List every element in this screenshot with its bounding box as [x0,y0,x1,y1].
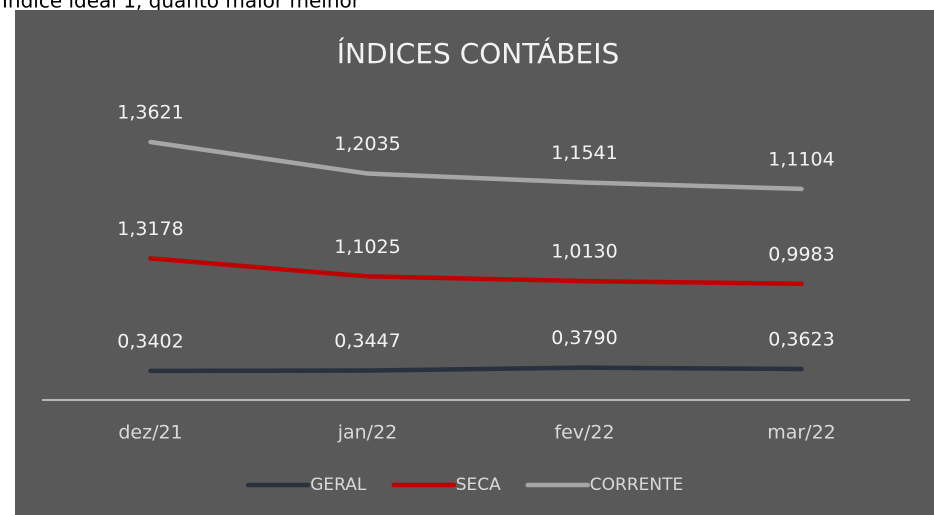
legend-label: CORRENTE [590,475,683,495]
value-label: 1,0130 [551,241,617,263]
value-label: 0,9983 [768,243,834,265]
legend-label: GERAL [310,475,367,495]
chart-title: ÍNDICES CONTÁBEIS [337,36,620,70]
series-line [148,256,804,287]
value-label: 1,3178 [117,218,183,240]
x-tick-label: jan/22 [337,422,398,444]
value-label: 0,3623 [768,329,834,351]
header-text: Índice ideal 1, quanto maior melhor [2,0,361,13]
value-label: 0,3447 [334,330,400,352]
value-label: 0,3402 [117,330,183,352]
value-label: 0,3790 [551,327,617,349]
value-label: 1,1104 [768,148,834,170]
legend-label: SECA [456,475,501,495]
value-label: 1,3621 [117,101,183,123]
x-tick-label: mar/22 [767,422,836,444]
x-tick-label: fev/22 [554,422,614,444]
series-line [148,365,804,374]
value-label: 1,1541 [551,142,617,164]
value-label: 1,1025 [334,236,400,258]
series-line [148,139,804,192]
chart-panel [15,10,934,515]
x-tick-label: dez/21 [118,422,182,444]
value-label: 1,2035 [334,133,400,155]
